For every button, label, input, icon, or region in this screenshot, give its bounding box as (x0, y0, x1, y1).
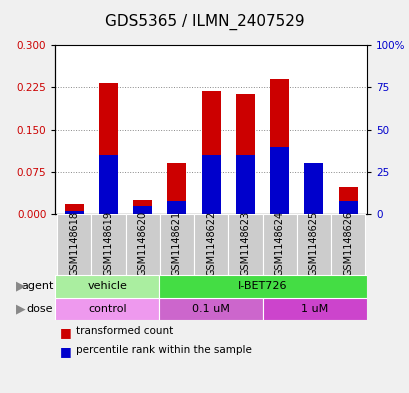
Bar (159, 298, 263, 320)
Bar (304, 183, 323, 214)
Bar (133, 206, 152, 214)
Bar (330, 214, 364, 275)
Bar (338, 187, 357, 214)
Text: percentile rank within the sample: percentile rank within the sample (76, 345, 251, 355)
Text: ■: ■ (59, 326, 71, 339)
Bar (236, 155, 254, 214)
Bar (160, 214, 193, 275)
Bar (167, 201, 186, 214)
Bar (167, 163, 186, 214)
Text: GSM1148620: GSM1148620 (137, 211, 147, 276)
Text: ▶: ▶ (16, 280, 26, 293)
Bar (236, 94, 254, 214)
Text: vehicle: vehicle (87, 281, 127, 291)
Text: GSM1148623: GSM1148623 (240, 211, 250, 276)
Bar (55, 275, 159, 298)
Text: transformed count: transformed count (76, 326, 173, 336)
Bar (338, 201, 357, 214)
Bar (159, 275, 366, 298)
Text: GSM1148624: GSM1148624 (274, 211, 284, 276)
Bar (201, 155, 220, 214)
Bar (99, 83, 117, 214)
Text: GDS5365 / ILMN_2407529: GDS5365 / ILMN_2407529 (105, 14, 304, 30)
Bar (201, 92, 220, 214)
Bar (99, 155, 117, 214)
Text: GSM1148618: GSM1148618 (69, 211, 79, 276)
Text: agent: agent (21, 281, 53, 291)
Text: GSM1148626: GSM1148626 (342, 211, 352, 276)
Bar (91, 214, 125, 275)
Text: dose: dose (27, 304, 53, 314)
Text: GSM1148622: GSM1148622 (206, 211, 216, 276)
Bar (270, 79, 288, 214)
Text: 0.1 uM: 0.1 uM (192, 304, 229, 314)
Bar (57, 214, 91, 275)
Bar (262, 214, 296, 275)
Text: control: control (88, 304, 126, 314)
Bar (65, 204, 83, 214)
Bar (65, 211, 83, 214)
Bar (304, 163, 323, 214)
Bar (228, 214, 262, 275)
Text: I-BET726: I-BET726 (238, 281, 287, 291)
Text: GSM1148625: GSM1148625 (308, 211, 318, 276)
Bar (55, 298, 159, 320)
Bar (270, 147, 288, 214)
Bar (263, 298, 366, 320)
Text: ▶: ▶ (16, 302, 26, 315)
Bar (133, 200, 152, 214)
Text: 1 uM: 1 uM (301, 304, 328, 314)
Text: GSM1148621: GSM1148621 (171, 211, 182, 276)
Bar (125, 214, 160, 275)
Bar (296, 214, 330, 275)
Text: GSM1148619: GSM1148619 (103, 211, 113, 276)
Bar (193, 214, 228, 275)
Text: ■: ■ (59, 345, 71, 358)
